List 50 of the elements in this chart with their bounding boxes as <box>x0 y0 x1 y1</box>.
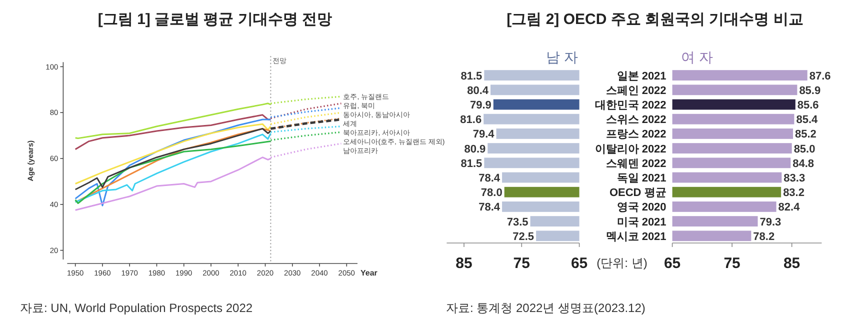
data-label: 79.4 <box>472 128 496 141</box>
data-label: 85.6 <box>797 100 819 112</box>
data-label: 83.3 <box>784 172 806 184</box>
data-label: 78.4 <box>478 172 501 184</box>
y-tick-label: 미국 2021 <box>616 216 666 228</box>
data-label: 81.5 <box>460 70 482 82</box>
data-label: 82.4 <box>778 202 801 214</box>
y-tick-label: 이탈리아 2022 <box>594 143 666 156</box>
data-label: 72.5 <box>512 230 534 243</box>
text: (단위: 년) <box>596 256 648 270</box>
chart-subtitle: 남 자 <box>546 49 578 65</box>
y-tick-label: 영국 2020 <box>616 202 666 214</box>
y-tick-label: 독일 2021 <box>616 172 666 184</box>
data-label: 81.5 <box>460 158 482 170</box>
y-tick-label: 일본 2021 <box>616 70 666 82</box>
x-tick-label: 75 <box>513 255 530 272</box>
data-label: 79.3 <box>760 216 782 228</box>
text: [그림 2] OECD 주요 회원국의 기대수명 비교 <box>506 11 804 28</box>
data-label: 80.9 <box>464 143 486 156</box>
data-label: 81.6 <box>460 114 482 126</box>
y-tick-label: 스페인 2022 <box>606 84 666 97</box>
x-tick-label: 65 <box>664 255 681 272</box>
chart-title: [그림 1] 글로벌 평균 기대수명 전망 <box>98 11 332 28</box>
x-tick-label: 85 <box>783 255 800 272</box>
x-tick-label: 75 <box>724 255 740 272</box>
y-tick-label: 스웨덴 2022 <box>606 158 666 170</box>
x-axis-title: Year <box>360 268 378 278</box>
chart-title: 여 자 <box>681 49 713 65</box>
data-label: 85.0 <box>794 143 816 156</box>
text: 자료: 통계청 2022년 생명표(2023.12) <box>446 301 646 315</box>
text: 자료: UN, World Population Prospects 2022 <box>20 301 253 315</box>
data-label: 83.2 <box>783 187 804 200</box>
data-label: 78.4 <box>478 202 501 214</box>
x-tick-label: 85 <box>456 255 472 272</box>
y-tick-label: 대한민국 2022 <box>594 100 666 112</box>
data-label: 87.6 <box>809 70 831 82</box>
y-tick-label: OECD 평균 <box>609 187 666 200</box>
data-label: 85.4 <box>796 114 818 126</box>
data-label: 78.0 <box>480 187 502 200</box>
data-label: 84.8 <box>792 158 814 170</box>
y-tick-label: 스위스 2022 <box>606 114 666 126</box>
y-tick-label: 멕시코 2021 <box>606 230 666 243</box>
data-label: 80.4 <box>467 84 490 97</box>
y-tick-label: 프랑스 2022 <box>606 128 666 141</box>
data-label: 79.9 <box>470 100 492 112</box>
data-label: 73.5 <box>506 216 528 228</box>
x-tick-label: 65 <box>570 255 588 272</box>
data-label: 85.9 <box>799 84 821 97</box>
data-label: 85.2 <box>795 128 816 141</box>
data-label: 78.2 <box>753 230 775 243</box>
